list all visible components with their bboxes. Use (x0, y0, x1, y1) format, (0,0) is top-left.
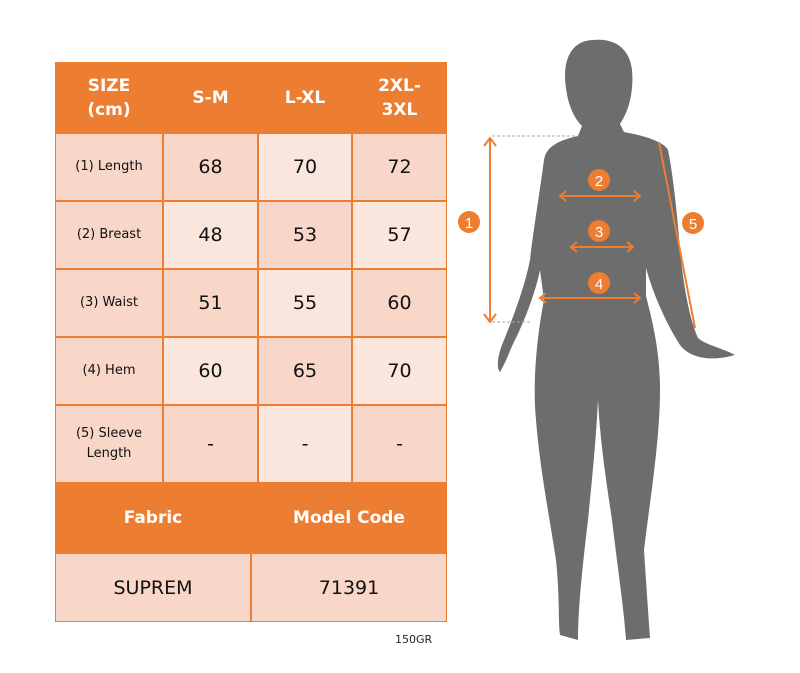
table-row: (4) Hem 60 65 70 (55, 337, 447, 405)
fabric-header-row: Fabric Model Code (55, 483, 447, 553)
model-code-label: Model Code (251, 483, 447, 553)
header-size: SIZE (cm) (55, 62, 163, 133)
woman-silhouette (497, 39, 735, 641)
measurement-markers (458, 169, 704, 294)
marker-4: 4 (595, 276, 603, 293)
table-row: (3) Waist 51 55 60 (55, 269, 447, 337)
fabric-value: SUPREM (55, 553, 251, 622)
table-row: (2) Breast 48 53 57 (55, 201, 447, 269)
marker-5: 5 (689, 216, 697, 233)
marker-1: 1 (465, 215, 473, 232)
table-header-row: SIZE (cm) S-M L-XL 2XL- 3XL (55, 62, 447, 133)
row-label: (3) Waist (55, 269, 163, 337)
row-value: 70 (258, 133, 352, 201)
fabric-value-row: SUPREM 71391 (55, 553, 447, 622)
row-value: 53 (258, 201, 352, 269)
row-value: 57 (352, 201, 447, 269)
row-value: - (163, 405, 258, 483)
fabric-weight: 150GR (395, 633, 433, 646)
table-row: (5) Sleeve Length - - - (55, 405, 447, 483)
model-code-value: 71391 (251, 553, 447, 622)
row-label: (5) Sleeve Length (55, 405, 163, 483)
row-label: (4) Hem (55, 337, 163, 405)
header-s-m: S-M (163, 62, 258, 133)
header-l-xl: L-XL (258, 62, 352, 133)
header-text: 2XL- 3XL (378, 75, 421, 120)
row-value: 70 (352, 337, 447, 405)
header-text: SIZE (cm) (87, 75, 131, 120)
row-value: 60 (163, 337, 258, 405)
row-value: 72 (352, 133, 447, 201)
row-label: (2) Breast (55, 201, 163, 269)
size-chart-table: SIZE (cm) S-M L-XL 2XL- 3XL (1) Length 68… (55, 62, 447, 622)
row-value: - (352, 405, 447, 483)
marker-3: 3 (595, 224, 603, 241)
row-value: - (258, 405, 352, 483)
header-text: L-XL (284, 87, 326, 108)
row-value: 65 (258, 337, 352, 405)
row-label: (1) Length (55, 133, 163, 201)
header-2xl-3xl: 2XL- 3XL (352, 62, 447, 133)
row-value: 60 (352, 269, 447, 337)
row-value: 68 (163, 133, 258, 201)
row-value: 55 (258, 269, 352, 337)
fabric-label: Fabric (55, 483, 251, 553)
row-value: 48 (163, 201, 258, 269)
table-row: (1) Length 68 70 72 (55, 133, 447, 201)
row-value: 51 (163, 269, 258, 337)
marker-2: 2 (595, 173, 603, 190)
header-text: S-M (192, 87, 229, 108)
